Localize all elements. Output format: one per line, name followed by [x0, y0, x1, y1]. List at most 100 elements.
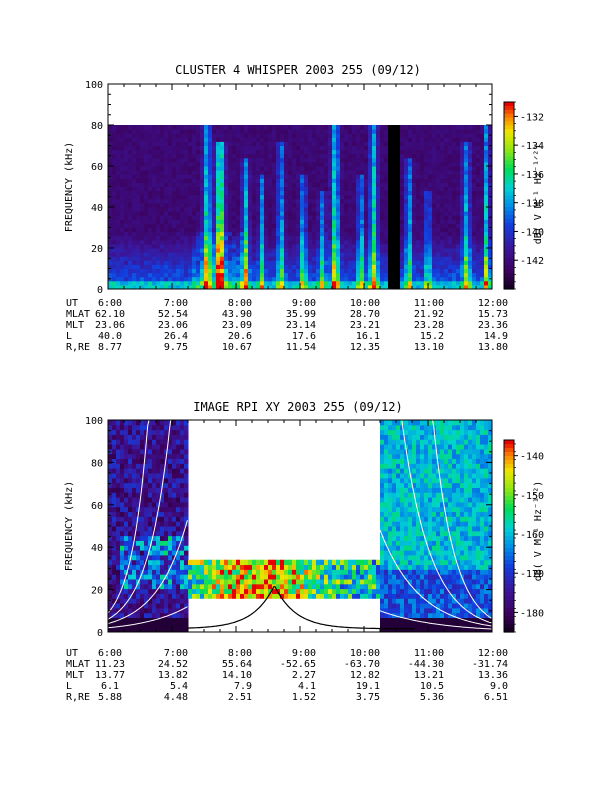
heatmap-cell: [248, 153, 253, 159]
heatmap-cell: [248, 223, 253, 228]
heatmap-cell: [360, 145, 365, 151]
heatmap-cell: [404, 145, 409, 151]
heatmap-cell: [424, 190, 429, 196]
heatmap-cell: [352, 211, 357, 216]
heatmap-cell: [112, 174, 117, 179]
heatmap-cell: [420, 284, 425, 290]
heatmap-cell: [136, 612, 141, 619]
heatmap-cell: [432, 211, 437, 216]
heatmap-cell: [236, 248, 241, 253]
heatmap-cell: [296, 153, 301, 159]
heatmap-cell: [216, 161, 221, 167]
heatmap-cell: [136, 202, 141, 208]
heatmap-cell: [480, 170, 485, 175]
heatmap-cell: [156, 444, 161, 450]
heatmap-cell: [192, 207, 197, 212]
heatmap-cell: [416, 227, 421, 233]
heatmap-cell: [412, 219, 417, 224]
heatmap-cell: [332, 141, 337, 146]
heatmap-cell: [268, 215, 273, 220]
heatmap-cell: [444, 170, 449, 175]
heatmap-cell: [400, 190, 405, 196]
heatmap-cell: [124, 161, 129, 167]
heatmap-cell: [460, 219, 465, 224]
heatmap-cell: [148, 559, 153, 566]
heatmap-cell: [132, 170, 137, 175]
colorbar-swatch: [504, 242, 514, 247]
heatmap-cell: [384, 174, 389, 179]
heatmap-cell: [196, 170, 201, 175]
heatmap-cell: [232, 207, 237, 212]
heatmap-cell: [160, 235, 165, 241]
heatmap-cell: [328, 235, 333, 241]
heatmap-cell: [452, 211, 457, 216]
heatmap-cell: [256, 125, 261, 130]
heatmap-cell: [172, 145, 177, 151]
heatmap-cell: [376, 190, 381, 196]
heatmap-cell: [280, 149, 285, 155]
heatmap-cell: [216, 231, 221, 237]
heatmap-cell: [448, 227, 453, 233]
heatmap-cell: [284, 194, 289, 200]
heatmap-cell: [332, 166, 337, 171]
heatmap-cell: [404, 133, 409, 138]
heatmap-cell: [328, 227, 333, 233]
heatmap-cell: [124, 477, 129, 484]
heatmap-cell: [456, 170, 461, 175]
heatmap-cell: [152, 252, 157, 257]
heatmap-cell: [372, 211, 377, 216]
heatmap-cell: [184, 202, 189, 208]
heatmap-cell: [484, 239, 489, 245]
heatmap-cell: [136, 598, 141, 604]
heatmap-cell: [260, 256, 265, 261]
table-cell: 23.14: [286, 320, 316, 331]
heatmap-cell: [112, 448, 117, 455]
heatmap-cell: [192, 252, 197, 257]
heatmap-cell: [108, 487, 113, 493]
heatmap-cell: [136, 190, 141, 196]
heatmap-cell: [256, 194, 261, 200]
heatmap-cell: [168, 429, 173, 435]
heatmap-cell: [460, 248, 465, 253]
heatmap-cell: [148, 612, 153, 619]
heatmap-cell: [228, 207, 233, 212]
heatmap-cell: [176, 482, 181, 488]
heatmap-cell: [152, 202, 157, 208]
heatmap-cell: [252, 235, 257, 241]
heatmap-cell: [168, 448, 173, 455]
heatmap-cell: [340, 219, 345, 224]
heatmap-cell: [472, 260, 477, 265]
heatmap-cell: [124, 598, 129, 604]
heatmap-cell: [268, 219, 273, 224]
heatmap-cell: [168, 276, 173, 282]
heatmap-cell: [424, 211, 429, 216]
heatmap-cell: [460, 231, 465, 237]
heatmap-cell: [200, 579, 205, 585]
heatmap-cell: [404, 248, 409, 253]
heatmap-cell: [192, 231, 197, 237]
heatmap-cell: [112, 516, 117, 522]
heatmap-cell: [200, 239, 205, 245]
heatmap-cell: [124, 174, 129, 179]
heatmap-cell: [232, 260, 237, 265]
heatmap-cell: [348, 125, 353, 130]
heatmap-cell: [192, 129, 197, 134]
heatmap-cell: [112, 239, 117, 245]
heatmap-cell: [120, 439, 125, 445]
heatmap-cell: [112, 453, 117, 460]
heatmap-cell: [272, 186, 277, 192]
heatmap-cell: [148, 583, 153, 590]
heatmap-cell: [480, 182, 485, 187]
heatmap-cell: [140, 492, 145, 498]
heatmap-cell: [108, 145, 113, 151]
heatmap-cell: [416, 174, 421, 179]
heatmap-cell: [420, 145, 425, 151]
heatmap-cell: [476, 260, 481, 265]
heatmap-cell: [196, 174, 201, 179]
heatmap-cell: [352, 125, 357, 130]
heatmap-cell: [108, 545, 113, 551]
heatmap-cell: [440, 202, 445, 208]
colorbar-tick-label: -138: [520, 199, 544, 210]
heatmap-cell: [216, 276, 221, 282]
